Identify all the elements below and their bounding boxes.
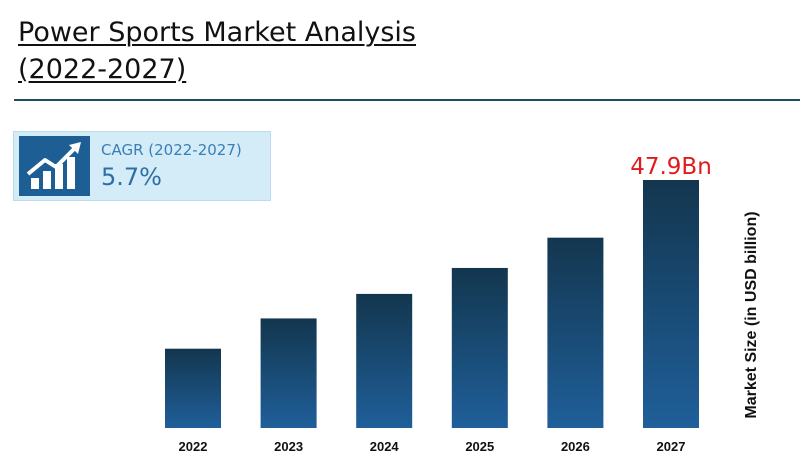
x-tick-label: 2027: [657, 439, 686, 454]
title-line-2: (2022-2027): [18, 54, 187, 85]
x-tick-label: 2025: [465, 439, 494, 454]
x-tick-label: 2026: [561, 439, 590, 454]
cagr-label: CAGR (2022-2027): [101, 141, 242, 159]
cagr-card: CAGR (2022-2027) 5.7%: [13, 131, 271, 201]
growth-chart-icon: [19, 136, 90, 196]
x-tick-label: 2024: [370, 439, 400, 454]
bar-2022: [165, 348, 221, 428]
bar-2026: [547, 237, 604, 428]
title-divider: [14, 99, 800, 101]
x-tick-label: 2022: [179, 439, 208, 454]
cagr-value: 5.7%: [101, 163, 162, 191]
y-axis-label: Market Size (in USD billion): [743, 211, 760, 419]
bar-2024: [356, 293, 413, 428]
bar-2023: [260, 318, 317, 428]
bar-2027: [643, 180, 699, 428]
chart-title: Power Sports Market Analysis (2022-2027): [18, 14, 416, 88]
value-annotation: 47.9Bn: [630, 154, 712, 180]
x-tick-label: 2023: [274, 439, 303, 454]
title-line-1: Power Sports Market Analysis: [18, 17, 416, 48]
bar-2025: [451, 267, 508, 428]
